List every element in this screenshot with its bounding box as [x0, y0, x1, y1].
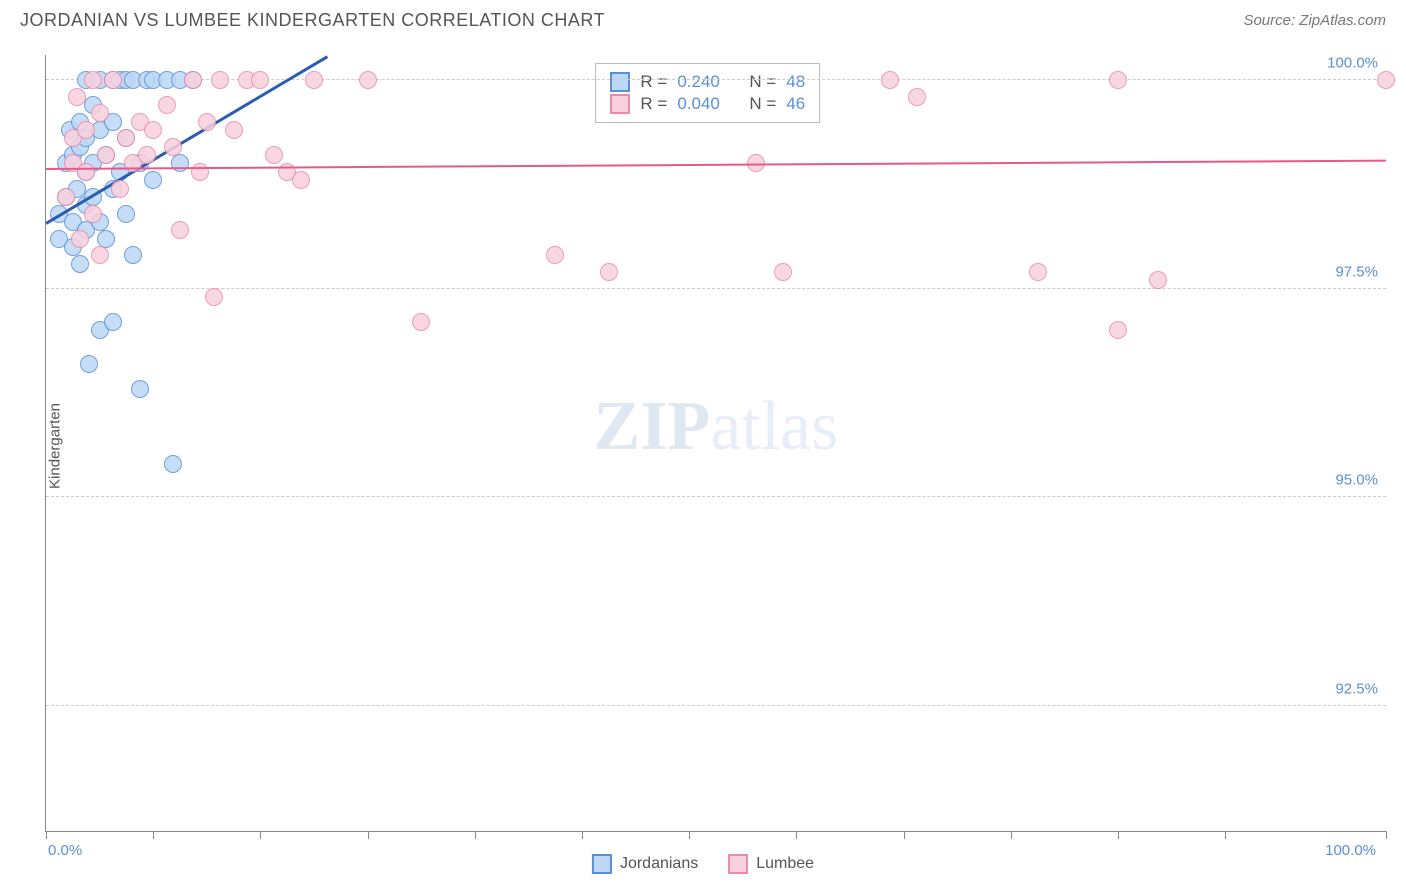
data-point — [1029, 263, 1047, 281]
x-axis-min-label: 0.0% — [48, 842, 82, 859]
data-point — [774, 263, 792, 281]
r-label: R = — [640, 94, 667, 114]
n-label: N = — [749, 72, 776, 92]
data-point — [292, 171, 310, 189]
data-point — [144, 121, 162, 139]
x-tick — [368, 831, 369, 839]
gridline — [46, 496, 1386, 497]
data-point — [881, 71, 899, 89]
data-point — [131, 380, 149, 398]
stats-row: R = 0.240 N = 48 — [610, 72, 805, 92]
data-point — [184, 71, 202, 89]
data-point — [144, 171, 162, 189]
y-tick-label: 100.0% — [1327, 55, 1378, 72]
legend-item: Lumbee — [728, 854, 814, 874]
data-point — [111, 180, 129, 198]
x-tick — [1225, 831, 1226, 839]
data-point — [71, 255, 89, 273]
data-point — [1377, 71, 1395, 89]
chart-title: JORDANIAN VS LUMBEE KINDERGARTEN CORRELA… — [20, 10, 605, 31]
data-point — [164, 455, 182, 473]
data-point — [412, 313, 430, 331]
data-point — [191, 163, 209, 181]
data-point — [546, 246, 564, 264]
legend-swatch — [592, 854, 612, 874]
x-tick — [582, 831, 583, 839]
data-point — [198, 113, 216, 131]
r-value: 0.040 — [677, 94, 720, 114]
data-point — [104, 71, 122, 89]
x-tick — [796, 831, 797, 839]
legend-swatch — [610, 72, 630, 92]
data-point — [77, 163, 95, 181]
x-tick — [1118, 831, 1119, 839]
data-point — [1109, 321, 1127, 339]
r-value: 0.240 — [677, 72, 720, 92]
r-label: R = — [640, 72, 667, 92]
x-tick — [46, 831, 47, 839]
data-point — [117, 205, 135, 223]
legend-label: Lumbee — [756, 855, 814, 873]
data-point — [265, 146, 283, 164]
data-point — [124, 246, 142, 264]
gridline — [46, 705, 1386, 706]
data-point — [305, 71, 323, 89]
data-point — [91, 246, 109, 264]
data-point — [908, 88, 926, 106]
data-point — [171, 221, 189, 239]
n-label: N = — [749, 94, 776, 114]
y-tick-label: 92.5% — [1335, 680, 1378, 697]
gridline — [46, 288, 1386, 289]
x-tick — [153, 831, 154, 839]
data-point — [77, 121, 95, 139]
x-tick — [1011, 831, 1012, 839]
data-point — [57, 188, 75, 206]
data-point — [97, 146, 115, 164]
series-legend: Jordanians Lumbee — [592, 854, 814, 874]
data-point — [225, 121, 243, 139]
data-point — [164, 138, 182, 156]
stats-legend: R = 0.240 N = 48R = 0.040 N = 46 — [595, 63, 820, 123]
x-tick — [260, 831, 261, 839]
data-point — [84, 205, 102, 223]
data-point — [158, 96, 176, 114]
x-tick — [1386, 831, 1387, 839]
legend-label: Jordanians — [620, 855, 698, 873]
data-point — [80, 355, 98, 373]
x-tick — [904, 831, 905, 839]
source-label: Source: ZipAtlas.com — [1243, 12, 1386, 29]
y-tick-label: 95.0% — [1335, 472, 1378, 489]
legend-swatch — [610, 94, 630, 114]
n-value: 48 — [786, 72, 805, 92]
legend-item: Jordanians — [592, 854, 698, 874]
y-tick-label: 97.5% — [1335, 263, 1378, 280]
data-point — [205, 288, 223, 306]
scatter-plot: ZIPatlas R = 0.240 N = 48R = 0.040 N = 4… — [45, 55, 1386, 832]
stats-row: R = 0.040 N = 46 — [610, 94, 805, 114]
data-point — [97, 230, 115, 248]
data-point — [104, 313, 122, 331]
data-point — [68, 88, 86, 106]
data-point — [91, 104, 109, 122]
data-point — [171, 154, 189, 172]
x-axis-max-label: 100.0% — [1325, 842, 1376, 859]
data-point — [251, 71, 269, 89]
trend-line — [46, 159, 1386, 169]
data-point — [359, 71, 377, 89]
legend-swatch — [728, 854, 748, 874]
data-point — [84, 71, 102, 89]
data-point — [71, 230, 89, 248]
data-point — [1149, 271, 1167, 289]
n-value: 46 — [786, 94, 805, 114]
watermark: ZIPatlas — [594, 387, 839, 467]
x-tick — [475, 831, 476, 839]
data-point — [211, 71, 229, 89]
data-point — [600, 263, 618, 281]
x-tick — [689, 831, 690, 839]
data-point — [138, 146, 156, 164]
data-point — [117, 129, 135, 147]
data-point — [1109, 71, 1127, 89]
